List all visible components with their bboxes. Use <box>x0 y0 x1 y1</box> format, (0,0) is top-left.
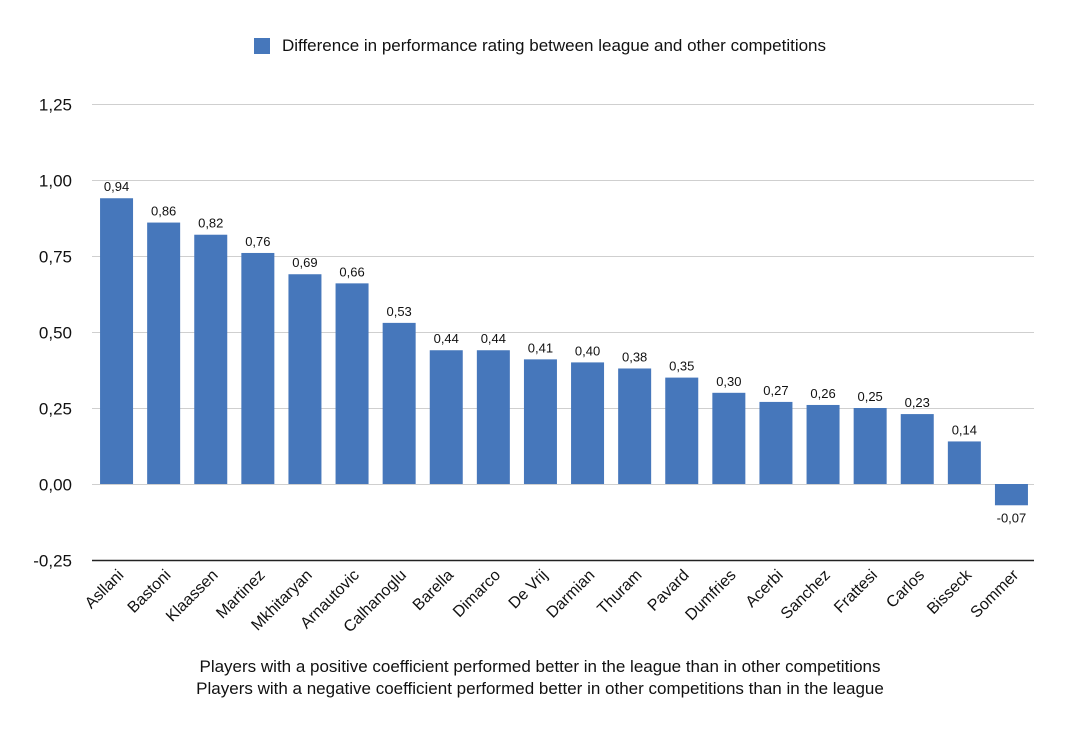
legend-label: Difference in performance rating between… <box>281 36 827 55</box>
bar-de-vrij <box>523 359 557 484</box>
x-tick-label: Dumfries <box>682 567 739 624</box>
caption-line-positive: Players with a positive coefficient perf… <box>199 657 881 676</box>
bar-bisseck <box>947 441 981 484</box>
bar-asllani <box>100 198 134 485</box>
data-label: 0,86 <box>151 204 176 219</box>
x-tick-label: Acerbi <box>743 567 787 611</box>
bar-martinez <box>241 252 275 484</box>
bar-dimarco <box>476 350 510 484</box>
data-label: 0,66 <box>339 264 364 279</box>
data-label: 0,25 <box>857 389 882 404</box>
x-tick-label: Barella <box>410 567 457 614</box>
y-tick-label: 0,00 <box>39 476 72 495</box>
bar-dumfries <box>712 392 746 484</box>
bar-bastoni <box>147 222 181 484</box>
bar-carlos <box>900 414 934 484</box>
x-tick-label: Dimarco <box>450 567 504 621</box>
bar-frattesi <box>853 408 887 484</box>
caption-line-negative: Players with a negative coefficient perf… <box>196 679 884 698</box>
bar-klaassen <box>194 234 228 484</box>
x-tick-label: Sanchez <box>778 567 834 623</box>
legend: Difference in performance rating between… <box>0 36 1080 56</box>
x-tick-label: Asllani <box>82 567 127 612</box>
x-tick-label: Carlos <box>883 567 928 612</box>
bar-barella <box>429 350 463 484</box>
data-label: 0,41 <box>528 340 553 355</box>
x-tick-label: Mkhitaryan <box>248 567 315 634</box>
y-tick-label: 0,25 <box>39 400 72 419</box>
x-tick-label: Bisseck <box>924 566 976 618</box>
data-label: -0,07 <box>997 510 1027 525</box>
x-tick-label: Martinez <box>213 567 268 622</box>
x-tick-label: Bastoni <box>125 567 175 617</box>
x-tick-label: Frattesi <box>831 567 881 617</box>
x-tick-label: Thuram <box>594 567 645 618</box>
bar-calhanoglu <box>382 322 416 484</box>
data-label: 0,44 <box>481 331 506 346</box>
data-label: 0,76 <box>245 234 270 249</box>
y-tick-label: 1,00 <box>39 172 72 191</box>
data-label: 0,35 <box>669 359 694 374</box>
x-tick-label: Calhanoglu <box>341 567 410 636</box>
data-label: 0,69 <box>292 255 317 270</box>
y-tick-label: -0,25 <box>33 552 72 571</box>
x-tick-label: De Vrij <box>506 567 552 613</box>
data-label: 0,26 <box>810 386 835 401</box>
x-tick-label: Sommer <box>968 566 1023 621</box>
data-label: 0,14 <box>952 422 977 437</box>
bar-acerbi <box>759 401 793 484</box>
chart-caption: Players with a positive coefficient perf… <box>0 656 1080 700</box>
data-label: 0,94 <box>104 179 129 194</box>
data-label: 0,82 <box>198 216 223 231</box>
x-tick-label: Klaassen <box>163 567 222 626</box>
data-label: 0,40 <box>575 343 600 358</box>
bar-pavard <box>665 377 699 484</box>
y-tick-label: 0,75 <box>39 248 72 267</box>
y-tick-label: 0,50 <box>39 324 72 343</box>
data-label: 0,23 <box>905 395 930 410</box>
bar-arnautovic <box>335 283 369 484</box>
y-tick-label: 1,25 <box>39 96 72 115</box>
data-label: 0,27 <box>763 383 788 398</box>
x-tick-label: Pavard <box>645 567 693 615</box>
data-label: 0,38 <box>622 349 647 364</box>
data-label: 0,30 <box>716 374 741 389</box>
data-label: 0,44 <box>434 331 459 346</box>
x-tick-label: Arnautovic <box>297 567 362 632</box>
legend-swatch <box>253 38 270 54</box>
data-label: 0,53 <box>386 304 411 319</box>
x-tick-label: Darmian <box>544 567 599 622</box>
bar-mkhitaryan <box>288 274 322 484</box>
bar-sommer <box>994 484 1028 506</box>
bar-darmian <box>571 362 605 484</box>
bar-sanchez <box>806 404 840 484</box>
bar-thuram <box>618 368 652 484</box>
